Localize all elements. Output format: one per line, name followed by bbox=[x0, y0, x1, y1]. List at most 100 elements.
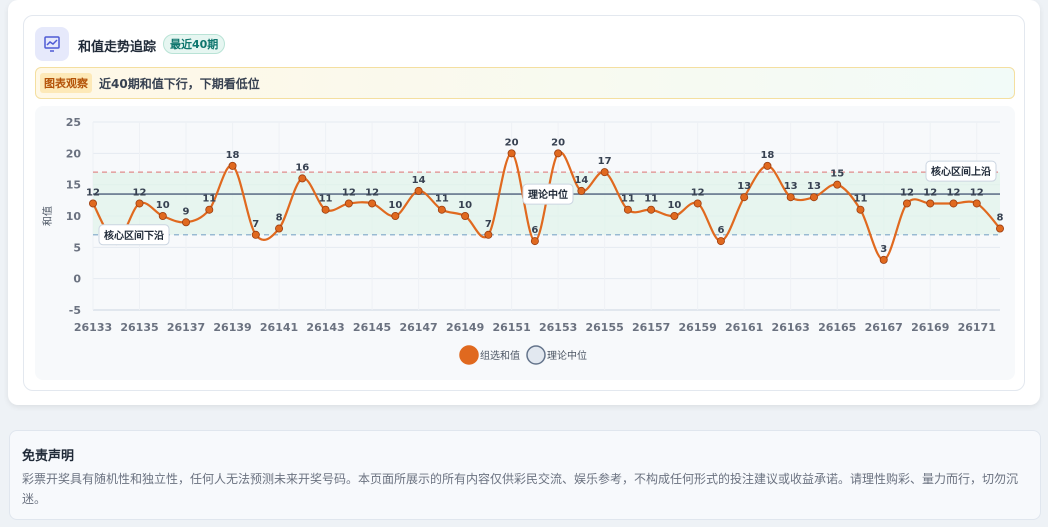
data-point bbox=[158, 212, 167, 221]
disclaimer-text: 彩票开奖具有随机性和独立性，任何人无法预测未来开奖号码。本页面所展示的所有内容仅… bbox=[22, 472, 1019, 506]
data-point bbox=[670, 212, 679, 221]
data-label: 11 bbox=[202, 194, 216, 205]
data-point bbox=[554, 149, 563, 158]
data-label: 12 bbox=[900, 187, 914, 198]
observation-label: 图表观察 bbox=[40, 73, 92, 93]
x-tick-label: 26143 bbox=[306, 321, 344, 334]
data-label: 12 bbox=[365, 187, 379, 198]
data-label: 16 bbox=[295, 162, 309, 173]
x-tick-label: 26137 bbox=[167, 321, 205, 334]
data-label: 13 bbox=[784, 181, 798, 192]
chart-area: -5 0 5 10 15 20 25 和值 26133 26135 26137 26139 26141 2… bbox=[35, 106, 1015, 380]
data-label: 20 bbox=[551, 137, 565, 148]
data-point bbox=[786, 193, 795, 202]
data-label: 10 bbox=[667, 200, 681, 211]
data-point bbox=[228, 161, 237, 170]
data-label: 7 bbox=[252, 219, 259, 230]
data-point bbox=[879, 255, 888, 264]
reference-label-text: 理论中位 bbox=[528, 188, 568, 201]
data-label: 8 bbox=[997, 213, 1004, 224]
x-tick-label: 26163 bbox=[772, 321, 810, 334]
data-label: 3 bbox=[880, 244, 887, 255]
data-label: 12 bbox=[947, 187, 961, 198]
chart: -5 0 5 10 15 20 25 和值 26133 26135 26137 26139 26141 2… bbox=[41, 116, 1005, 365]
data-point bbox=[949, 199, 958, 208]
reference-label-box bbox=[98, 224, 170, 246]
data-point bbox=[484, 230, 493, 239]
y-axis-label: 和值 bbox=[41, 206, 54, 226]
data-point bbox=[856, 205, 865, 214]
data-label: 18 bbox=[226, 150, 240, 161]
data-label: 14 bbox=[412, 175, 426, 186]
card-title: 和值走势追踪 bbox=[78, 40, 157, 55]
data-label: 12 bbox=[970, 187, 984, 198]
data-label: 7 bbox=[485, 219, 492, 230]
data-point bbox=[298, 174, 307, 183]
data-point bbox=[996, 224, 1005, 233]
reference-label: 理论中位 bbox=[522, 183, 574, 205]
x-tick-label: 26165 bbox=[818, 321, 856, 334]
data-point bbox=[763, 161, 772, 170]
legend-label: 理论中位 bbox=[547, 349, 587, 362]
main-card: 和值走势追踪 最近40期 图表观察 近40期和值下行，下期看低位 -5 0 5 10 1… bbox=[8, 0, 1040, 405]
reference-label: 核心区间下沿 bbox=[98, 224, 170, 246]
data-point bbox=[368, 199, 377, 208]
x-tick-label: 26147 bbox=[399, 321, 437, 334]
observation: 图表观察 近40期和值下行，下期看低位 bbox=[35, 67, 1015, 99]
y-tick-label: 10 bbox=[66, 210, 82, 223]
reference-label-text: 核心区间下沿 bbox=[104, 229, 164, 242]
data-point bbox=[135, 199, 144, 208]
series-line bbox=[92, 151, 1001, 261]
data-point bbox=[344, 199, 353, 208]
data-point bbox=[321, 205, 330, 214]
data-label: 13 bbox=[807, 181, 821, 192]
reference-label: 核心区间上沿 bbox=[925, 160, 997, 182]
data-label: 20 bbox=[505, 137, 519, 148]
x-tick-label: 26153 bbox=[539, 321, 577, 334]
data-label: 11 bbox=[644, 194, 658, 205]
data-label: 8 bbox=[276, 213, 283, 224]
data-point bbox=[926, 199, 935, 208]
data-point bbox=[647, 205, 656, 214]
data-point bbox=[205, 205, 214, 214]
legend-label: 组选和值 bbox=[480, 349, 520, 362]
data-label: 12 bbox=[133, 187, 147, 198]
x-tick-label: 26151 bbox=[492, 321, 530, 334]
data-point bbox=[902, 199, 911, 208]
y-tick-label: 15 bbox=[66, 179, 81, 192]
data-label: 11 bbox=[319, 194, 333, 205]
data-point bbox=[693, 199, 702, 208]
y-tick-label: 20 bbox=[66, 147, 82, 160]
data-point bbox=[437, 205, 446, 214]
data-point bbox=[577, 186, 586, 195]
reference-label-box bbox=[522, 183, 574, 205]
data-point bbox=[972, 199, 981, 208]
x-tick-label: 26167 bbox=[865, 321, 903, 334]
observation-text: 近40期和值下行，下期看低位 bbox=[99, 77, 260, 91]
data-point bbox=[414, 186, 423, 195]
reference-label-box bbox=[925, 160, 997, 182]
chart-card: 和值走势追踪 最近40期 图表观察 近40期和值下行，下期看低位 -5 0 5 10 1… bbox=[23, 15, 1025, 391]
x-tick-label: 26139 bbox=[213, 321, 251, 334]
icon-svg bbox=[44, 36, 60, 52]
data-point bbox=[89, 199, 98, 208]
data-point bbox=[275, 224, 284, 233]
legend-marker bbox=[526, 345, 546, 365]
disclaimer: 免责声明 彩票开奖具有随机性和独立性，任何人无法预测未来开奖号码。本页面所展示的… bbox=[9, 430, 1041, 520]
x-tick-label: 26149 bbox=[446, 321, 484, 334]
data-label: 6 bbox=[717, 225, 724, 236]
data-point bbox=[461, 212, 470, 221]
x-tick-label: 26171 bbox=[958, 321, 996, 334]
legend-marker bbox=[459, 345, 479, 365]
data-label: 10 bbox=[458, 200, 472, 211]
data-label: 17 bbox=[598, 156, 612, 167]
data-point bbox=[833, 180, 842, 189]
data-label: 11 bbox=[621, 194, 635, 205]
data-point bbox=[530, 237, 539, 246]
x-tick-label: 26169 bbox=[911, 321, 949, 334]
data-label: 13 bbox=[737, 181, 751, 192]
data-label: 9 bbox=[183, 206, 190, 217]
data-point bbox=[716, 237, 725, 246]
y-tick-label: 0 bbox=[73, 273, 81, 286]
